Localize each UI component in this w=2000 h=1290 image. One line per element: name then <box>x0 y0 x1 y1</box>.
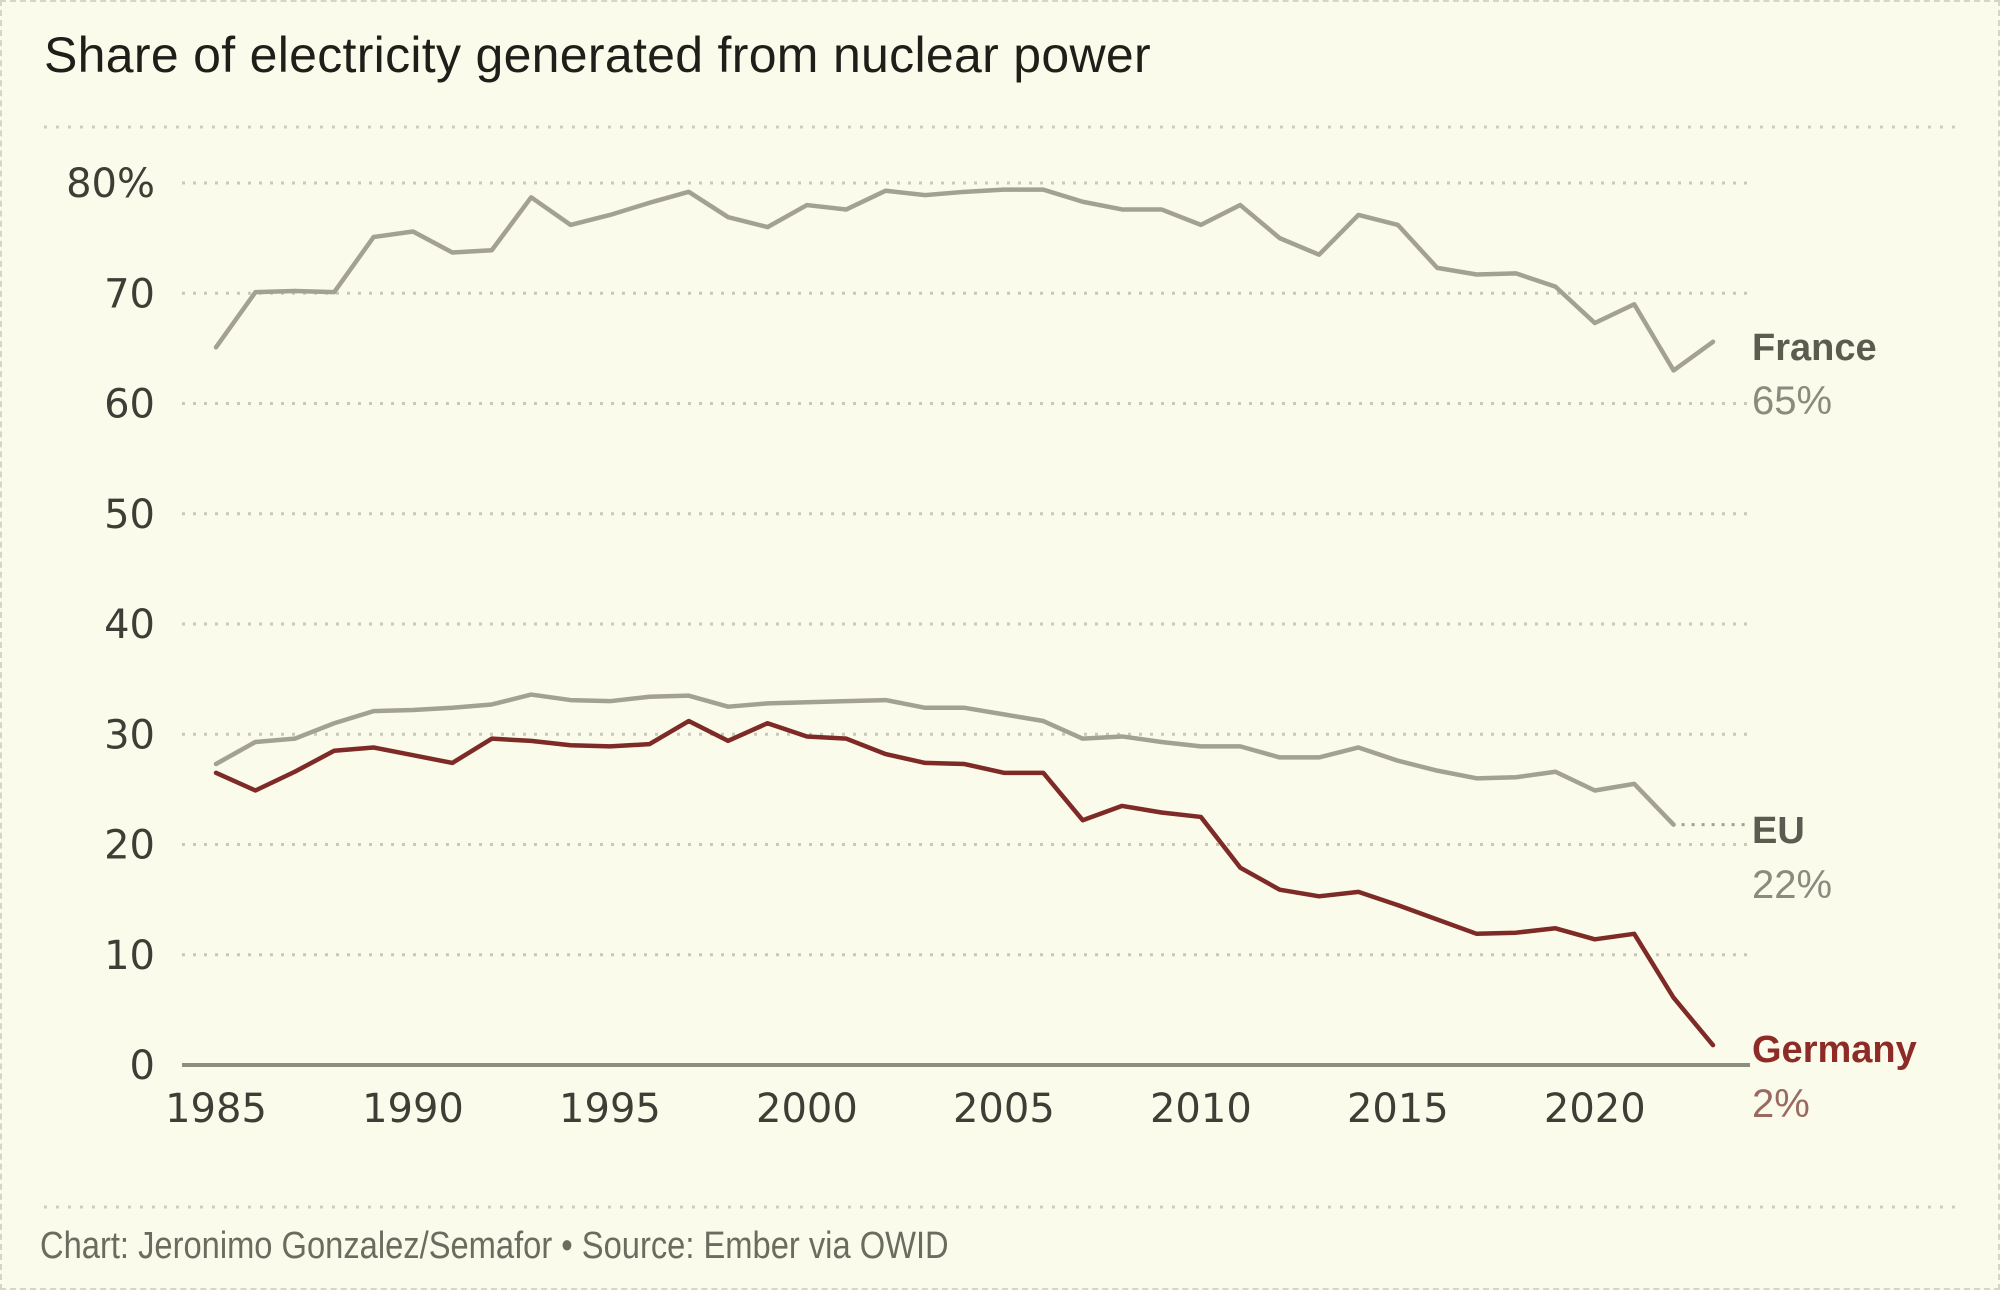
gridlines <box>182 181 1750 957</box>
series-label-germany: Germany <box>1752 1029 1917 1071</box>
series-labels: France 65% EU 22% Germany 2% <box>1681 327 1917 1126</box>
x-tick-label: 1990 <box>362 1086 464 1132</box>
chart-title: Share of electricity generated from nucl… <box>44 27 1151 83</box>
series-lines <box>213 187 1716 1048</box>
series-line-eu <box>213 692 1676 827</box>
y-tick-label: 80% <box>66 161 155 207</box>
y-tick-label: 40 <box>104 602 155 648</box>
y-tick-label: 60 <box>104 382 155 428</box>
x-tick-label: 2005 <box>953 1086 1055 1132</box>
x-tick-label: 2015 <box>1347 1086 1449 1132</box>
y-tick-label: 0 <box>130 1043 155 1089</box>
y-axis-ticks: 0 10 20 30 40 50 60 70 80% <box>66 161 155 1089</box>
series-line-france <box>213 187 1716 373</box>
y-tick-label: 50 <box>104 492 155 538</box>
y-tick-label: 70 <box>104 271 155 317</box>
y-tick-label: 30 <box>104 712 155 758</box>
x-tick-label: 1995 <box>559 1086 661 1132</box>
y-tick-label: 10 <box>104 933 155 979</box>
x-axis-ticks: 1985 1990 1995 2000 2005 2010 2015 2020 <box>165 1086 1646 1132</box>
x-tick-label: 2010 <box>1150 1086 1252 1132</box>
y-tick-label: 20 <box>104 823 155 869</box>
chart-source: Chart: Jeronimo Gonzalez/Semafor • Sourc… <box>40 1225 949 1267</box>
series-label-france: France <box>1752 327 1877 369</box>
series-value-germany: 2% <box>1752 1082 1810 1126</box>
series-line-germany <box>213 718 1716 1048</box>
series-value-eu: 22% <box>1752 863 1832 907</box>
series-value-france: 65% <box>1752 379 1832 423</box>
x-tick-label: 1985 <box>165 1086 267 1132</box>
series-label-eu: EU <box>1752 810 1805 852</box>
x-tick-label: 2000 <box>756 1086 858 1132</box>
x-tick-label: 2020 <box>1544 1086 1646 1132</box>
